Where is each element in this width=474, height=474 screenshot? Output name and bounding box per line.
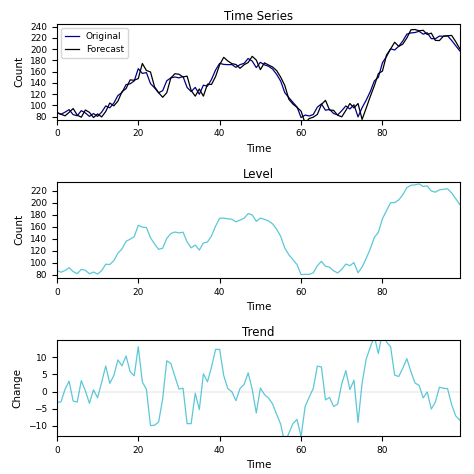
Original (131, 78, 137, 84)
Original (457, 48, 463, 54)
Forecast (432, 37, 438, 43)
Forecast (457, 46, 463, 52)
Title: Level: Level (243, 168, 274, 181)
Original (445, 33, 450, 39)
Line: Original: Original (57, 31, 460, 118)
Forecast (54, 109, 60, 115)
Original (147, 81, 153, 86)
Y-axis label: Count: Count (14, 214, 24, 246)
X-axis label: Time: Time (246, 302, 271, 312)
Forecast (412, 27, 418, 32)
Original (262, 62, 267, 68)
Forecast (147, 69, 153, 75)
Line: Forecast: Forecast (57, 29, 460, 123)
Forecast (131, 77, 137, 83)
Original (432, 36, 438, 42)
Forecast (445, 33, 450, 38)
X-axis label: Time: Time (246, 460, 271, 470)
Original (294, 104, 300, 110)
Original (416, 28, 422, 34)
Title: Trend: Trend (242, 326, 274, 339)
Y-axis label: Change: Change (13, 368, 23, 408)
Original (54, 109, 60, 115)
Title: Time Series: Time Series (224, 9, 293, 23)
Forecast (294, 104, 300, 110)
Y-axis label: Count: Count (14, 56, 24, 87)
Legend: Original, Forecast: Original, Forecast (62, 28, 128, 58)
Forecast (262, 60, 267, 66)
X-axis label: Time: Time (246, 144, 271, 154)
Forecast (302, 120, 308, 126)
Original (298, 115, 304, 120)
